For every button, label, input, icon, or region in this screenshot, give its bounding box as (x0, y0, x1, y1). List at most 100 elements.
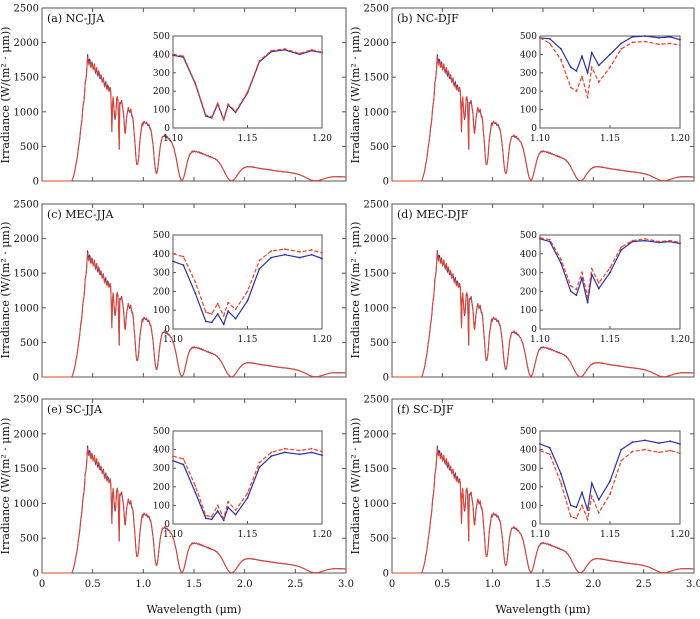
inset-y-tick-label: 400 (520, 50, 537, 60)
inset-y-tick-label: 100 (153, 106, 170, 116)
inset-point-red (270, 250, 273, 252)
y-axis-label-1: Irradiance (W/(m² · μm)) (0, 27, 12, 164)
y-tick-label: 1500 (14, 73, 39, 84)
inset-point-blue (620, 42, 623, 45)
inset-point-blue (182, 264, 185, 266)
inset-point-blue (194, 491, 197, 494)
inset-point-blue (575, 506, 578, 509)
inset-point-red (679, 44, 681, 47)
inset-4: 0 100 200 300 400 500 1.10 1.15 1.20 (520, 231, 690, 345)
inset-point-red (679, 452, 681, 455)
y-tick-label: 2500 (364, 4, 389, 15)
inset-y-tick-label: 400 (153, 50, 170, 60)
inset-y-tick-label: 300 (153, 69, 170, 79)
inset-y-tick-label: 300 (153, 464, 170, 474)
inset-point-red (258, 59, 261, 62)
inset-point-red (539, 449, 541, 452)
x-tick-label: 2.5 (636, 579, 652, 590)
inset-point-red (182, 55, 185, 58)
inset-y-tick-label: 0 (164, 124, 170, 134)
panel-label: (e) SC-JJA (47, 403, 103, 416)
x-tick-label: 1.0 (135, 579, 151, 590)
y-tick-label: 0 (33, 373, 39, 384)
inset-point-blue (560, 262, 562, 265)
y-tick-label: 1500 (14, 269, 39, 280)
inset-point-blue (298, 256, 301, 259)
inset-point-blue (597, 287, 600, 290)
inset-point-red (258, 259, 261, 262)
inset-y-tick-label: 500 (520, 32, 537, 42)
y-tick-label: 1000 (364, 499, 389, 510)
inset-point-red (172, 252, 174, 255)
y-tick-label: 2000 (364, 234, 389, 245)
y-axis-label-5: Irradiance (W/(m² · μm)) (0, 418, 12, 555)
inset-frame (539, 430, 681, 525)
inset-x-tick-label: 1.10 (163, 335, 183, 345)
inset-point-red (283, 447, 286, 450)
inset-point-blue (222, 323, 225, 326)
inset-x-tick-label: 1.20 (312, 134, 332, 144)
inset-point-red (204, 514, 207, 517)
panel-1: 0 500 1000 1500 2000 2500 (a) NC-JJA 0 100 200 300… (14, 4, 347, 188)
inset-x-tick-label: 1.10 (530, 530, 550, 540)
inset-point-blue (234, 317, 237, 320)
inset-point-red (548, 42, 551, 45)
inset-point-blue (270, 256, 273, 259)
inset-point-red (597, 282, 600, 284)
x-tick-label: 1.5 (535, 579, 551, 590)
y-tick-label: 0 (33, 569, 39, 580)
y-tick-label: 2500 (364, 200, 389, 211)
inset-y-tick-label: 400 (153, 446, 170, 456)
inset-point-red (548, 238, 551, 241)
inset-point-blue (216, 313, 219, 315)
inset-point-red (204, 311, 207, 313)
x-tick-label: 3.0 (338, 579, 354, 590)
inset-y-tick-label: 400 (153, 250, 170, 260)
inset-point-blue (194, 292, 197, 295)
y-axis-label-2: Irradiance (W/(m² · μm)) (349, 27, 362, 164)
inset-point-red (569, 515, 572, 518)
inset-y-tick-label: 0 (531, 124, 537, 134)
inset-point-red (590, 495, 593, 497)
inset-series-blue (539, 238, 681, 303)
inset-point-red (539, 36, 541, 39)
inset-point-red (222, 118, 225, 121)
y-tick-label: 1500 (364, 269, 389, 280)
inset-point-red (569, 284, 572, 287)
inset-point-red (586, 296, 589, 298)
inset-point-red (270, 49, 273, 52)
y-tick-label: 2000 (14, 234, 39, 245)
inset-point-blue (283, 253, 286, 256)
inset-y-tick-label: 200 (520, 483, 537, 493)
inset-point-red (575, 90, 578, 93)
inset-point-red (581, 504, 583, 507)
inset-x-tick-label: 1.20 (670, 530, 690, 540)
inset-y-tick-label: 400 (520, 250, 537, 260)
inset-point-blue (321, 257, 323, 260)
inset-y-tick-label: 500 (520, 231, 537, 241)
y-tick-label: 500 (20, 142, 39, 153)
inset-point-blue (548, 446, 551, 449)
inset-y-tick-label: 300 (520, 269, 537, 279)
inset-x-tick-label: 1.15 (237, 335, 257, 345)
inset-point-red (172, 53, 174, 56)
inset-point-blue (586, 509, 589, 511)
y-axis-label-3: Irradiance (W/(m² · μm)) (0, 222, 12, 359)
y-tick-label: 500 (20, 534, 39, 545)
inset-point-blue (246, 299, 249, 302)
inset-5: 0 100 200 300 400 500 1.10 1.15 1.20 (153, 427, 332, 540)
y-tick-label: 1500 (14, 464, 39, 475)
inset-point-blue (210, 321, 213, 324)
inset-point-red (234, 509, 237, 511)
inset-x-tick-label: 1.15 (600, 335, 620, 345)
inset-point-red (669, 239, 672, 242)
inset-point-red (609, 493, 611, 496)
x-axis-label-right: Wavelength (μm) (496, 603, 591, 616)
inset-point-red (631, 239, 634, 242)
inset-y-tick-label: 100 (153, 306, 170, 316)
series-line-red (392, 447, 695, 574)
y-tick-label: 1000 (14, 499, 39, 510)
inset-point-red (609, 66, 611, 69)
inset-y-tick-label: 0 (531, 325, 537, 335)
